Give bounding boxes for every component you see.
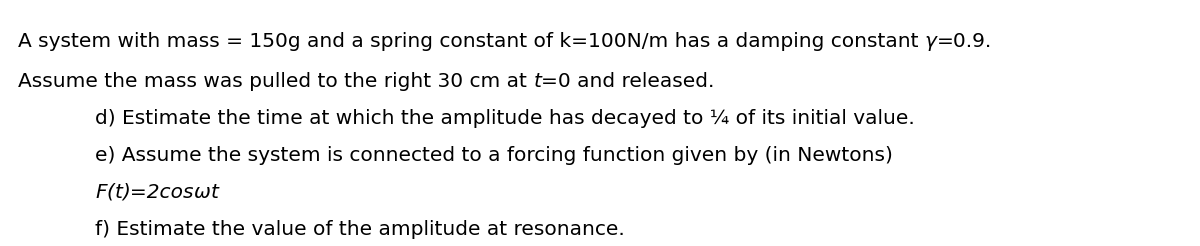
Text: e) Assume the system is connected to a forcing function given by (in Newtons): e) Assume the system is connected to a f… [95, 146, 893, 165]
Text: t: t [211, 183, 218, 202]
Text: F: F [95, 183, 107, 202]
Text: f) Estimate the value of the amplitude at resonance.: f) Estimate the value of the amplitude a… [95, 220, 625, 239]
Text: Assume the mass was pulled to the right 30 cm at: Assume the mass was pulled to the right … [18, 72, 533, 91]
Text: )=2cos: )=2cos [122, 183, 194, 202]
Text: A system with mass = 150g and a spring constant of k=100N/m has a damping consta: A system with mass = 150g and a spring c… [18, 32, 925, 51]
Text: γ: γ [925, 32, 937, 51]
Text: =0.9.: =0.9. [937, 32, 992, 51]
Text: t: t [114, 183, 122, 202]
Text: =0 and released.: =0 and released. [541, 72, 714, 91]
Text: ω: ω [194, 183, 211, 202]
Text: t: t [533, 72, 541, 91]
Text: d) Estimate the time at which the amplitude has decayed to ¼ of its initial valu: d) Estimate the time at which the amplit… [95, 109, 914, 128]
Text: (: ( [107, 183, 114, 202]
